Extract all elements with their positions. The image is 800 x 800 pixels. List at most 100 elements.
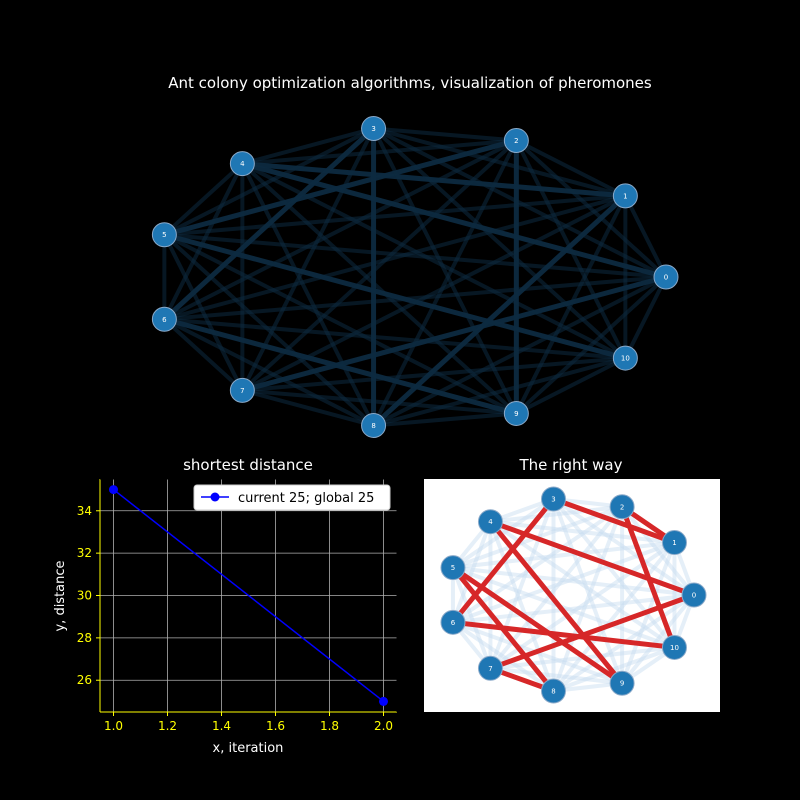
route-node	[440, 555, 466, 581]
line-chart-axes: 1.0 1.2 1.4 1.6 1.8 2.0 26 28 30 32 34	[77, 478, 398, 733]
pheromone-edge	[163, 126, 375, 237]
route-node-label: 8	[551, 688, 555, 696]
background-edge	[552, 645, 676, 693]
line-chart-y-axis-label: y, distance	[53, 560, 68, 631]
x-tick-label: 1.8	[320, 719, 339, 733]
network-node	[361, 412, 387, 438]
data-point	[379, 696, 388, 706]
route-node	[609, 670, 635, 696]
pheromone-edge	[372, 126, 667, 279]
route-node	[661, 634, 687, 660]
background-edge	[451, 497, 555, 570]
pheromone-edge	[242, 161, 626, 199]
pheromone-edge	[373, 126, 517, 143]
pheromone-edge	[514, 195, 628, 415]
network-node-label: 7	[240, 387, 244, 395]
pheromone-edge	[162, 126, 376, 322]
route-node-label: 1	[672, 539, 676, 547]
pheromone-edge	[242, 138, 517, 166]
pheromone-edge	[163, 162, 244, 237]
route-node	[681, 582, 707, 608]
background-edge	[488, 498, 556, 670]
route-node-label: 3	[551, 495, 555, 503]
route-node	[477, 509, 503, 535]
x-tick-label: 1.2	[158, 719, 177, 733]
route-node-label: 5	[451, 564, 455, 572]
background-edge	[451, 566, 493, 670]
line-chart-title: shortest distance	[183, 456, 313, 474]
background-edge	[451, 520, 493, 624]
pheromone-chart-title: Ant colony optimization algorithms, visu…	[168, 74, 652, 92]
route-node-label: 4	[488, 518, 493, 526]
y-tick-label: 34	[77, 504, 92, 518]
background-edge	[488, 520, 556, 692]
route-node-label: 6	[451, 619, 456, 627]
network-node	[361, 116, 387, 142]
route-node	[609, 494, 635, 520]
pheromone-edge	[163, 232, 518, 416]
pheromone-edge	[241, 388, 375, 428]
pheromone-edge	[514, 275, 668, 415]
background-edge	[490, 519, 675, 545]
y-tick-label: 32	[77, 546, 92, 560]
pheromone-nodes: 0 1 2 3 4 5 6 7 8 9 10	[151, 116, 679, 438]
network-node-label: 3	[371, 125, 375, 133]
pheromone-edge	[163, 232, 627, 361]
y-tick-label: 26	[77, 673, 92, 687]
route-node	[540, 678, 566, 704]
pheromone-edge	[242, 388, 517, 416]
pheromone-network-panel: Ant colony optimization algorithms, visu…	[151, 74, 679, 438]
x-tick-label: 1.0	[104, 719, 123, 733]
pheromone-edge	[163, 316, 517, 416]
network-node	[151, 306, 177, 332]
line-chart-grid	[100, 479, 397, 712]
network-node-label: 9	[514, 410, 518, 418]
network-node	[653, 264, 679, 290]
pheromone-edge	[373, 356, 626, 428]
background-edge	[490, 504, 623, 524]
network-node-label: 1	[623, 192, 627, 200]
network-node	[229, 151, 255, 177]
legend-marker	[210, 492, 220, 502]
route-node-label: 7	[488, 665, 492, 673]
route-edge	[552, 496, 676, 545]
network-node-label: 5	[162, 231, 166, 239]
pheromone-edge	[163, 233, 375, 427]
right-way-nodes: 0 1 2 3 4 5 6 7 8 9 10	[440, 486, 707, 704]
pheromone-edge	[623, 195, 668, 278]
pheromone-edge	[241, 126, 375, 166]
route-edge	[451, 497, 556, 624]
y-tick-label: 30	[77, 589, 92, 603]
route-node-label: 9	[620, 680, 624, 688]
pheromone-edge	[514, 139, 628, 359]
right-way-chart-title: The right way	[518, 456, 622, 474]
pheromone-edge	[163, 138, 517, 238]
route-edge	[489, 519, 695, 598]
route-edge	[451, 566, 556, 693]
network-node-label: 6	[162, 316, 167, 324]
pheromone-edges	[162, 126, 668, 428]
pheromone-edge	[371, 127, 519, 415]
pheromone-edge	[164, 317, 626, 361]
pheromone-edge	[373, 411, 517, 428]
network-node-label: 4	[240, 160, 245, 168]
background-edge	[552, 497, 696, 597]
background-edge	[620, 505, 696, 597]
pheromone-edge	[242, 356, 626, 393]
route-node	[540, 486, 566, 512]
x-tick-label: 1.6	[266, 719, 285, 733]
network-node	[229, 377, 255, 403]
legend-entry-label: current 25; global 25	[238, 491, 374, 506]
pheromone-edge	[241, 161, 627, 360]
series-line	[113, 489, 384, 702]
network-node-label: 2	[514, 137, 518, 145]
line-chart-legend: current 25; global 25	[193, 484, 391, 511]
y-tick-label: 28	[77, 631, 92, 645]
shortest-distance-panel: shortest distance 1.0 1.2 1.4 1.6 1.8 2.0 26 28…	[53, 456, 398, 756]
x-tick-label: 2.0	[374, 719, 393, 733]
network-node	[612, 183, 638, 209]
background-edge	[551, 541, 677, 693]
line-chart-x-axis-label: x, iteration	[213, 741, 284, 756]
background-edge	[551, 497, 677, 649]
